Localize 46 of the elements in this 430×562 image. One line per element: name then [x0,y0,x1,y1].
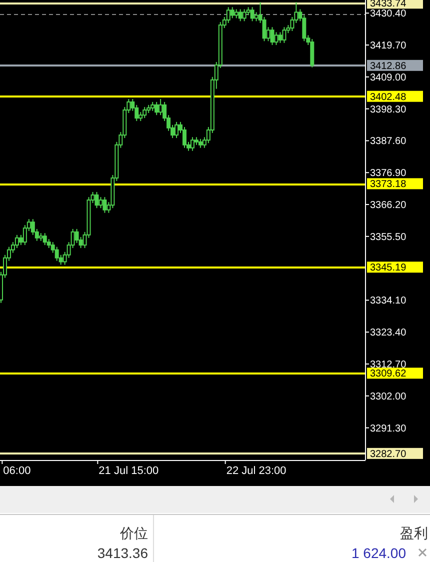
candlestick [142,106,147,119]
candlestick [94,191,99,209]
y-tick-label: 3323.40 [370,328,407,339]
text: 盈利 [400,525,428,541]
candlestick [54,246,59,262]
ref-line-label: 3412.86 [370,60,407,72]
candlestick [154,101,159,116]
candlestick [42,232,47,246]
y-tick-label: 3302.00 [370,391,407,402]
y-tick-label: 3366.20 [370,200,407,212]
y-tick-label: 3355.50 [370,232,407,243]
ref-line-label: 3345.19 [370,262,407,274]
candlestick [282,26,286,44]
candlestick [242,8,246,22]
ref-line-label: 3309.62 [370,368,407,380]
x-tick-label: 06:00 [3,465,31,477]
ref-line-label: 3433.74 [370,0,407,10]
text: 1 624.00 [352,545,406,561]
candlestick [270,26,274,46]
candlestick [98,196,103,209]
candlestick [190,136,194,152]
candlestick [102,196,107,214]
candlestick [230,6,234,19]
candlestick [238,8,242,22]
y-tick-label: 3376.90 [370,168,407,180]
candlestick [158,98,163,116]
candlestick [250,6,254,22]
x-tick-label: 21 Jul 15:00 [98,465,159,477]
y-tick-label: 3409.00 [370,72,407,84]
ref-line-label: 3282.70 [370,448,407,460]
candlestick [310,38,314,68]
y-tick-label: 3387.60 [370,136,407,148]
ref-line-label: 3373.18 [370,179,407,190]
y-tick-label: 3398.30 [370,104,407,116]
candlestick [14,234,19,249]
y-tick-label: 3291.30 [370,423,407,434]
y-tick-label: 3419.70 [370,40,407,52]
x-tick-label: 22 Jul 23:00 [226,465,286,477]
candlestick [274,32,278,46]
ref-line-label: 3402.48 [370,92,407,103]
candlestick [278,32,282,44]
candlestick [174,121,179,139]
y-tick-label: 3430.40 [370,8,407,20]
y-tick-label: 3334.10 [370,296,407,307]
text: 价位 [119,525,148,541]
text: 3413.36 [97,545,148,561]
